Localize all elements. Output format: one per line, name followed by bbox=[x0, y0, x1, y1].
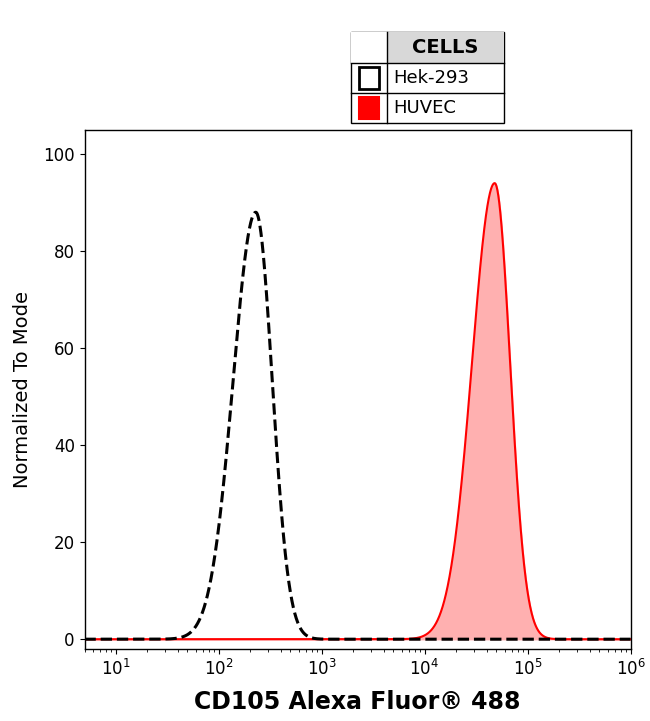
Text: CELLS: CELLS bbox=[412, 38, 478, 57]
Y-axis label: Normalized To Mode: Normalized To Mode bbox=[13, 291, 32, 488]
Text: HUVEC: HUVEC bbox=[393, 99, 456, 117]
Text: Hek-293: Hek-293 bbox=[393, 69, 469, 87]
X-axis label: CD105 Alexa Fluor® 488: CD105 Alexa Fluor® 488 bbox=[194, 690, 521, 714]
